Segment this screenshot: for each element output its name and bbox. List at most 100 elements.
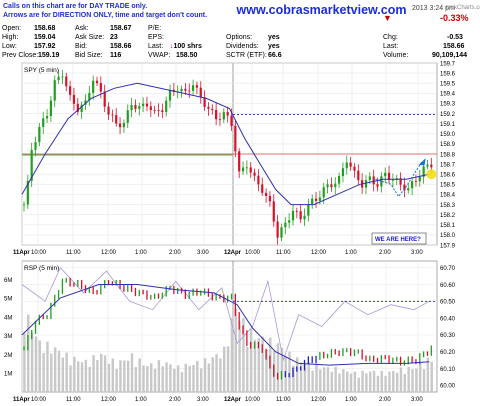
spy-ytick-label-8: 158.9 bbox=[440, 142, 456, 148]
spy-candle-body-33 bbox=[149, 106, 152, 111]
field-sctr-value: 66.6 bbox=[268, 52, 282, 59]
rsp-volume-bar-2 bbox=[30, 332, 34, 392]
field-pe: P/E: bbox=[148, 25, 162, 32]
spy-candle-body-67 bbox=[280, 227, 283, 238]
rsp-volume-bar-78 bbox=[322, 367, 326, 392]
rsp-volume-bar-80 bbox=[330, 371, 334, 392]
rsp-volume-bar-42 bbox=[184, 363, 187, 392]
rsp-xtick-label-11: 1:00 bbox=[345, 397, 357, 403]
rsp-volume-bar-57 bbox=[242, 318, 245, 392]
spy-ytick-label-13: 158.4 bbox=[440, 193, 456, 199]
spy-candle-body-45 bbox=[195, 85, 199, 88]
spy-xtick-label-3: 12:00 bbox=[101, 250, 117, 256]
volume-value: 90,109,144 bbox=[432, 52, 468, 59]
spy-candle-body-85 bbox=[349, 162, 352, 167]
rsp-volume-bar-32 bbox=[146, 366, 149, 392]
rsp-volume-bar-103 bbox=[418, 363, 422, 392]
rsp-volume-bar-36 bbox=[161, 366, 164, 392]
rsp-xtick-label-12: 2:00 bbox=[379, 397, 391, 403]
rsp-volume-bar-75 bbox=[311, 370, 314, 392]
spy-candle-body-23 bbox=[111, 114, 114, 116]
spy-candle-body-8 bbox=[53, 80, 56, 101]
rsp-volume-bar-14 bbox=[76, 361, 80, 392]
rsp-xtick-label-1: 10:00 bbox=[31, 397, 47, 403]
field-prev-close-value: 159.19 bbox=[38, 52, 60, 59]
rsp-volume-bar-70 bbox=[292, 365, 295, 392]
spy-candle-body-35 bbox=[157, 110, 160, 111]
spy-candle-body-82 bbox=[337, 176, 341, 184]
spy-candle-body-95 bbox=[387, 172, 391, 181]
spy-candle-body-74 bbox=[307, 204, 310, 216]
spy-xtick-label-10: 12:00 bbox=[311, 250, 327, 256]
spy-xtick-label-7: 12Apr bbox=[224, 250, 242, 256]
field-sctr: SCTR (ETF): bbox=[226, 52, 267, 59]
rsp-volume-bar-35 bbox=[157, 360, 161, 392]
spy-ytick-label-6: 159.1 bbox=[440, 122, 456, 128]
rsp-ytick-label-5: 60.20 bbox=[440, 350, 456, 356]
rsp-volume-bar-91 bbox=[372, 370, 376, 392]
change-value: -0.53 bbox=[447, 34, 463, 41]
spy-candle-body-90 bbox=[368, 176, 371, 181]
rsp-volume-bar-5 bbox=[42, 353, 45, 392]
spy-candle-body-54 bbox=[230, 115, 233, 126]
rsp-volume-bar-18 bbox=[92, 355, 95, 392]
rsp-volume-bar-59 bbox=[249, 328, 253, 392]
rsp-volume-bar-86 bbox=[353, 371, 357, 392]
field-last-shares-value: ↓100 shrs bbox=[170, 43, 202, 50]
field-high: High: bbox=[2, 34, 19, 41]
spy-candle-body-46 bbox=[199, 87, 202, 98]
spy-candle-body-49 bbox=[211, 108, 214, 111]
spy-candle-body-30 bbox=[138, 106, 141, 109]
field-low: Low: bbox=[2, 43, 17, 50]
rsp-volume-bar-99 bbox=[403, 373, 407, 392]
spy-candle-body-96 bbox=[391, 179, 394, 181]
rsp-volume-bar-8 bbox=[53, 347, 57, 392]
rsp-volume-bar-23 bbox=[111, 358, 114, 392]
rsp-ytick-label-6: 60.10 bbox=[440, 367, 456, 373]
spy-candle-body-36 bbox=[161, 110, 164, 113]
rsp-title: RSP (5 min) bbox=[24, 265, 59, 272]
spy-candle-body-73 bbox=[303, 215, 306, 220]
field-ask-size-value: 23 bbox=[110, 34, 118, 41]
rsp-volume-bar-24 bbox=[115, 368, 118, 392]
down-triangle-icon: ▼ bbox=[383, 13, 392, 23]
spy-title: SPY (5 min) bbox=[24, 67, 59, 74]
spy-ytick-label-11: 158.6 bbox=[440, 173, 456, 179]
spy-candle-body-28 bbox=[130, 105, 133, 111]
rsp-volume-bar-43 bbox=[188, 365, 191, 392]
spy-xtick-label-0: 11Apr bbox=[13, 250, 30, 256]
spy-candle-body-24 bbox=[115, 115, 118, 124]
rsp-volume-bar-47 bbox=[203, 358, 207, 392]
field-open-value: 158.68 bbox=[34, 25, 56, 32]
rsp-volume-bar-72 bbox=[299, 362, 303, 392]
spy-candle-body-44 bbox=[191, 85, 195, 91]
spy-candle-body-78 bbox=[322, 187, 325, 198]
spy-candle-body-69 bbox=[288, 220, 291, 223]
spy-candle-body-47 bbox=[203, 97, 206, 107]
spy-candle-body-38 bbox=[168, 89, 172, 101]
rsp-volume-bar-15 bbox=[80, 362, 84, 392]
spy-candle-body-52 bbox=[222, 112, 225, 120]
website-banner[interactable]: www.cobrasmarketview.com bbox=[234, 3, 409, 18]
spy-candle-body-17 bbox=[88, 92, 91, 101]
rsp-ytick-label-4: 60.30 bbox=[440, 333, 456, 339]
spy-candle-body-70 bbox=[291, 210, 295, 221]
field-vwap-value: 158.50 bbox=[176, 52, 198, 59]
rsp-volume-bar-6 bbox=[46, 341, 49, 392]
spy-candle-body-0 bbox=[22, 204, 26, 206]
rsp-volume-bar-16 bbox=[84, 359, 88, 392]
rsp-volume-bar-45 bbox=[196, 360, 199, 392]
spy-ytick-label-5: 159.2 bbox=[440, 112, 456, 118]
rsp-volume-bar-61 bbox=[257, 338, 260, 392]
spy-xtick-label-1: 10:00 bbox=[31, 250, 47, 256]
spy-candle-body-99 bbox=[403, 184, 406, 191]
spy-candle-body-86 bbox=[353, 166, 356, 171]
rsp-volume-bar-98 bbox=[399, 367, 403, 392]
field-dividends: Dividends: bbox=[226, 43, 259, 50]
rsp-volume-bar-90 bbox=[369, 371, 372, 392]
rsp-volume-bar-39 bbox=[173, 368, 176, 392]
spy-ytick-label-15: 158.2 bbox=[440, 213, 456, 219]
volume-label: Volume: bbox=[383, 52, 409, 59]
spy-candle-body-27 bbox=[126, 110, 129, 123]
